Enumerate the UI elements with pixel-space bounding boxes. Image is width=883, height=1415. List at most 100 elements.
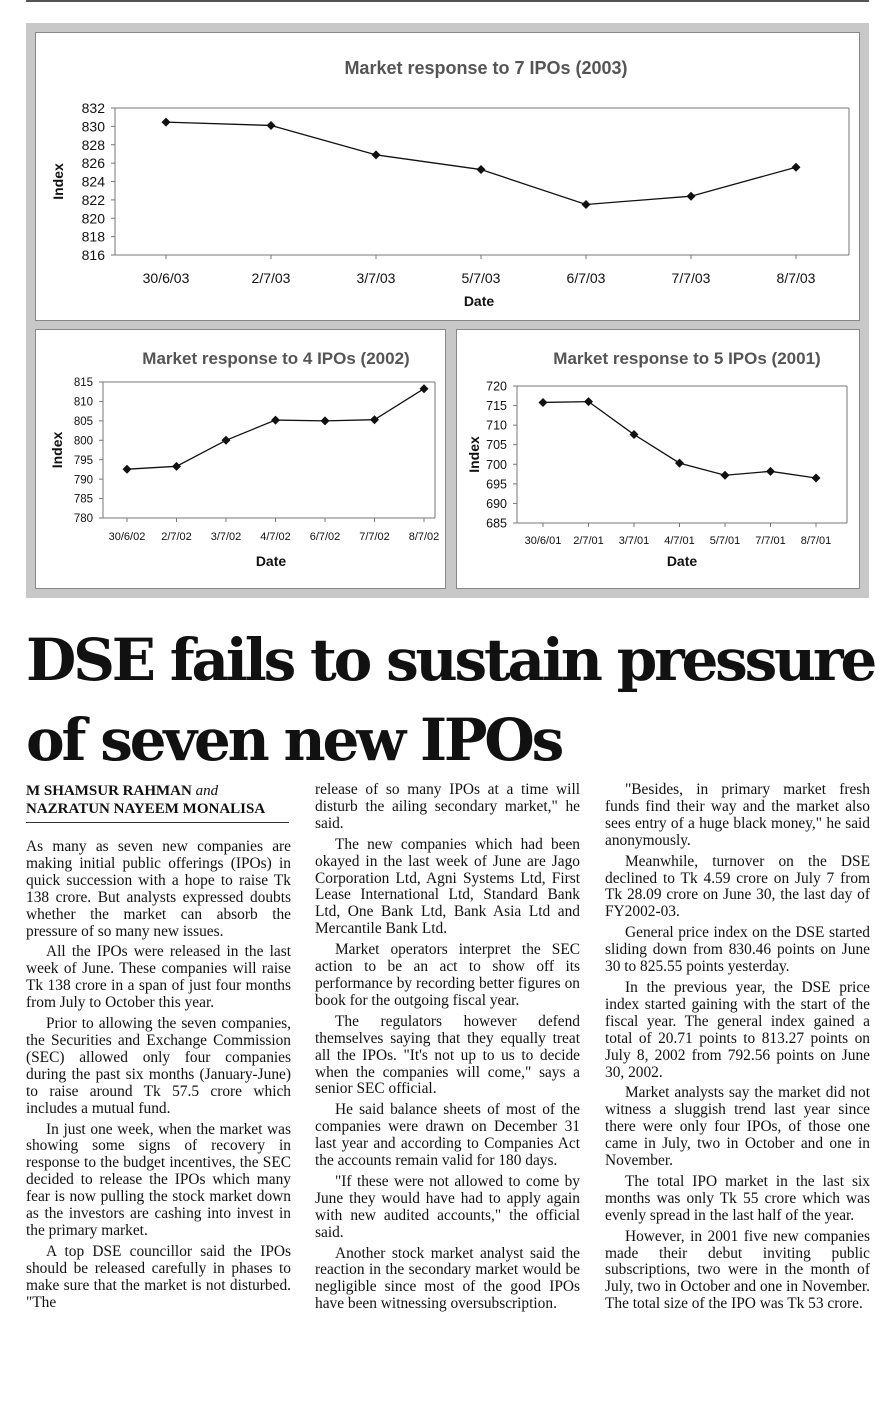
- y-tick-label: 780: [74, 513, 93, 525]
- paragraph: In just one week, when the market was sh…: [26, 1120, 291, 1239]
- y-tick-label: 710: [486, 419, 507, 433]
- y-tick-label: 822: [82, 192, 106, 208]
- x-tick-label: 4/7/02: [260, 531, 291, 543]
- data-point-marker: [766, 466, 775, 476]
- x-tick-label: 6/7/02: [310, 531, 341, 543]
- article-column-3: "Besides, in primary market fresh funds …: [605, 781, 870, 1317]
- paragraph: Market analysts say the market did not w…: [605, 1084, 870, 1170]
- data-point-marker: [686, 191, 696, 201]
- y-axis-label: Index: [50, 163, 66, 200]
- series-line: [126, 388, 425, 470]
- y-tick-label: 800: [74, 435, 93, 447]
- byline-author-1: M SHAMSUR RAHMAN: [26, 783, 192, 799]
- y-tick-label: 690: [486, 497, 507, 511]
- x-tick-label: 30/6/01: [525, 535, 562, 547]
- byline-author-2: NAZRATUN NAYEEM MONALISA: [26, 801, 266, 817]
- paragraph: The new companies which had been okayed …: [315, 835, 580, 938]
- y-tick-label: 818: [82, 229, 106, 245]
- paragraph: Prior to allowing the seven companies, t…: [26, 1015, 291, 1117]
- paragraph: Another stock market analyst said the re…: [315, 1244, 580, 1313]
- x-tick-label: 3/7/03: [357, 270, 396, 286]
- x-tick-label: 2/7/01: [573, 535, 604, 547]
- byline-and: and: [195, 783, 219, 799]
- byline: M SHAMSUR RAHMAN and NAZRATUN NAYEEM MON…: [26, 782, 291, 818]
- data-point-marker: [419, 384, 429, 394]
- chart-panel-2003: Market response to 7 IPOs (2003) 816 818 82…: [35, 32, 860, 321]
- x-tick-label: 30/6/02: [109, 531, 146, 543]
- y-tick-label: 824: [82, 174, 106, 190]
- x-tick-label: 7/7/02: [359, 531, 390, 543]
- y-tick-label: 805: [74, 416, 93, 428]
- data-point-marker: [161, 117, 171, 127]
- chart-title: Market response to 7 IPOs (2003): [344, 58, 627, 78]
- y-tick-label: 830: [82, 118, 106, 134]
- data-point-marker: [675, 458, 684, 468]
- data-point-marker: [266, 120, 276, 130]
- x-axis-label: Date: [256, 553, 287, 569]
- y-tick-label: 685: [486, 517, 507, 531]
- y-tick-label: 832: [82, 100, 106, 116]
- chart-title: Market response to 5 IPOs (2001): [553, 349, 820, 368]
- paragraph: The total IPO market in the last six mon…: [605, 1172, 870, 1224]
- y-axis-label: Index: [466, 436, 482, 473]
- y-tick-label: 795: [74, 455, 93, 467]
- data-point-marker: [172, 461, 181, 471]
- data-point-marker: [581, 199, 591, 209]
- chart-panel-2002: Market response to 4 IPOs (2002) 780 785 79…: [35, 329, 446, 589]
- paragraph: He said balance sheets of most of the co…: [315, 1101, 580, 1170]
- paragraph: As many as seven new companies are makin…: [26, 838, 291, 940]
- paragraph: All the IPOs were released in the last w…: [26, 943, 291, 1012]
- article-column-1: M SHAMSUR RAHMAN and NAZRATUN NAYEEM MON…: [26, 782, 291, 1315]
- x-tick-label: 7/7/03: [672, 270, 711, 286]
- y-tick-label: 820: [82, 210, 106, 226]
- chart-panel-2001: Market response to 5 IPOs (2001) 685 690 69…: [456, 329, 860, 589]
- y-tick-label: 695: [486, 477, 507, 491]
- article-column-2: release of so many IPOs at a time will d…: [315, 781, 580, 1317]
- y-tick-label: 816: [82, 247, 106, 263]
- data-point-marker: [371, 150, 381, 160]
- data-point-marker: [584, 397, 593, 407]
- y-tick-label: 826: [82, 155, 106, 171]
- data-point-marker: [538, 397, 548, 407]
- series-line: [165, 121, 797, 206]
- data-point-marker: [476, 165, 486, 175]
- data-point-marker: [720, 470, 730, 480]
- y-tick-label: 715: [486, 399, 507, 413]
- x-tick-label: 8/7/02: [409, 531, 440, 543]
- data-point-marker: [271, 415, 280, 425]
- top-rule: [26, 0, 869, 2]
- paragraph: Meanwhile, turnover on the DSE declined …: [605, 852, 870, 921]
- x-tick-label: 30/6/03: [143, 270, 190, 286]
- headline-line-2: of seven new IPOs: [26, 706, 564, 774]
- paragraph: In the previous year, the DSE price inde…: [605, 978, 870, 1081]
- x-tick-label: 2/7/02: [161, 531, 192, 543]
- x-tick-label: 2/7/03: [252, 270, 291, 286]
- y-tick-label: 705: [486, 438, 507, 452]
- paragraph: release of so many IPOs at a time will d…: [315, 781, 580, 832]
- line-chart-2001: Market response to 5 IPOs (2001) 685 690 69…: [466, 349, 848, 569]
- paragraph: "Besides, in primary market fresh funds …: [605, 781, 870, 849]
- paragraph: However, in 2001 five new companies made…: [605, 1227, 870, 1313]
- x-tick-label: 8/7/01: [801, 535, 832, 547]
- x-axis-label: Date: [464, 293, 495, 309]
- byline-rule: [26, 822, 289, 823]
- paragraph: "If these were not allowed to come by Ju…: [315, 1172, 580, 1241]
- paragraph: A top DSE councillor said the IPOs shoul…: [26, 1242, 291, 1311]
- data-point-marker: [370, 415, 379, 425]
- line-chart-2003: Market response to 7 IPOs (2003) 816 818 82…: [50, 58, 850, 309]
- y-axis-label: Index: [49, 432, 65, 469]
- data-point-marker: [221, 435, 231, 445]
- x-tick-label: 4/7/01: [664, 535, 695, 547]
- data-point-marker: [811, 473, 821, 483]
- x-tick-label: 3/7/01: [619, 535, 650, 547]
- x-tick-label: 5/7/03: [462, 270, 501, 286]
- data-point-marker: [320, 416, 330, 426]
- chart-title: Market response to 4 IPOs (2002): [142, 349, 409, 368]
- data-point-marker: [122, 464, 132, 474]
- x-tick-label: 7/7/01: [755, 535, 786, 547]
- paragraph: The regulators however defend themselves…: [315, 1012, 580, 1098]
- data-point-marker: [791, 162, 801, 172]
- paragraph: General price index on the DSE started s…: [605, 924, 870, 976]
- y-tick-label: 828: [82, 137, 106, 153]
- y-tick-label: 815: [74, 377, 93, 389]
